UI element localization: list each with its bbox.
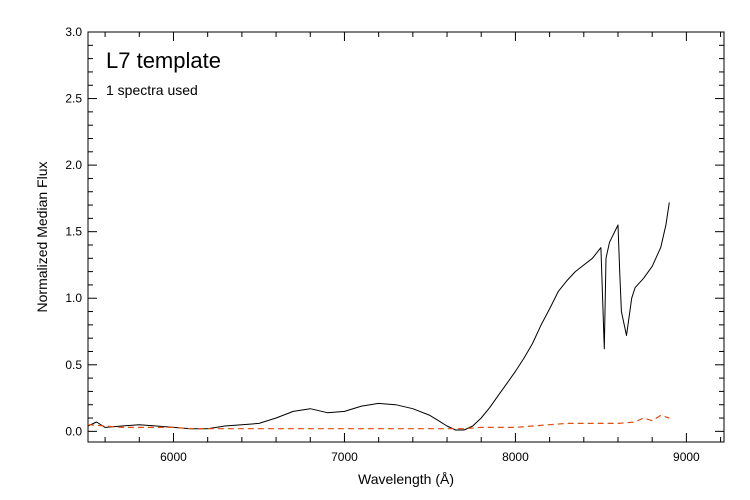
y-axis-label: Normalized Median Flux bbox=[34, 162, 50, 313]
y-tick-label: 0.5 bbox=[65, 358, 82, 372]
y-tick-label: 1.0 bbox=[65, 291, 82, 305]
x-tick-label: 6000 bbox=[160, 450, 187, 464]
plot-frame bbox=[87, 31, 725, 443]
x-tick-label: 7000 bbox=[331, 450, 358, 464]
y-tick-label: 3.0 bbox=[65, 25, 82, 39]
series-line-dispersion bbox=[87, 414, 670, 430]
series-layer bbox=[87, 202, 670, 431]
y-tick-label: 2.0 bbox=[65, 158, 82, 172]
chart-subtitle: 1 spectra used bbox=[106, 82, 198, 98]
y-tick-label: 0.0 bbox=[65, 424, 82, 438]
y-tick-label: 2.5 bbox=[65, 92, 82, 106]
axis-ticks: 6000 7000 8000 9000 0.0 0.5 1.0 1.5 2.0 2.5 3.0 bbox=[65, 25, 724, 464]
x-tick-label: 8000 bbox=[502, 450, 529, 464]
series-line-flux bbox=[87, 202, 670, 431]
x-tick-label: 9000 bbox=[673, 450, 700, 464]
x-axis-label: Wavelength (Å) bbox=[358, 471, 454, 487]
y-tick-label: 1.5 bbox=[65, 225, 82, 239]
chart-title: L7 template bbox=[106, 48, 221, 73]
